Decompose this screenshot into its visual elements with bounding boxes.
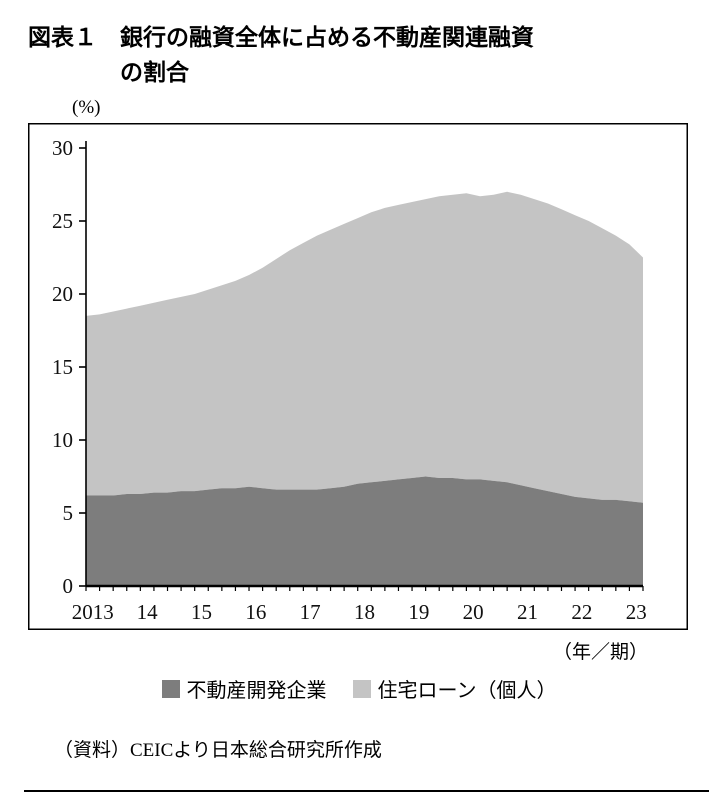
y-tick-label: 10: [52, 428, 73, 452]
chart-container: 0 5 10 15 20 25 30 2013 14 15 16 17 18 19 20 21 22 23: [28, 123, 688, 635]
y-tick-label: 5: [63, 501, 74, 525]
legend-item-developers: 不動産開発企業: [161, 674, 327, 703]
x-tick-label: 20: [463, 600, 484, 624]
legend-label-housing-loans: 住宅ローン（個人）: [377, 680, 557, 702]
legend-label-developers: 不動産開発企業: [186, 680, 327, 702]
x-tick-label: 19: [408, 600, 429, 624]
x-tick-label: 15: [191, 600, 212, 624]
legend-item-housing-loans: 住宅ローン（個人）: [352, 674, 557, 703]
area-developers: [86, 476, 643, 586]
figure-title: 銀行の融資全体に占める不動産関連融資の割合: [120, 24, 534, 85]
y-tick-label: 30: [52, 136, 73, 160]
source-note: （資料）CEICより日本総合研究所作成: [54, 740, 382, 761]
x-tick-label: 23: [626, 600, 647, 624]
page-footer-rule: [24, 790, 709, 792]
x-tick-label: 17: [300, 600, 321, 624]
chart-header: 図表１ 銀行の融資全体に占める不動産関連融資の割合: [28, 20, 690, 89]
y-axis-unit-label: (%): [72, 97, 101, 118]
x-tick-label: 18: [354, 600, 375, 624]
y-tick-label: 25: [52, 209, 73, 233]
x-tick-label: 21: [517, 600, 538, 624]
x-tick-label: 14: [137, 600, 159, 624]
legend-swatch-developers: [161, 679, 180, 698]
x-tick-label: 16: [245, 600, 266, 624]
y-tick-label: 0: [63, 574, 74, 598]
area-housing-loans: [86, 191, 643, 503]
x-tick-label: 22: [571, 600, 592, 624]
stacked-area-chart: 0 5 10 15 20 25 30 2013 14 15 16 17 18 19 20 21 22 23: [28, 123, 688, 630]
page: 図表１ 銀行の融資全体に占める不動産関連融資の割合 (%) 0 5 10 15 20 25…: [28, 20, 690, 761]
chart-legend: 不動産開発企業 住宅ローン（個人）: [28, 674, 690, 703]
figure-number: 図表１: [28, 24, 97, 50]
plot-frame: [28, 123, 688, 630]
y-tick-label: 20: [52, 282, 73, 306]
legend-swatch-housing-loans: [352, 679, 371, 698]
x-tick-label: 2013: [72, 600, 114, 624]
y-tick-label: 15: [52, 355, 73, 379]
x-axis-unit-label: （年／期）: [552, 642, 648, 663]
